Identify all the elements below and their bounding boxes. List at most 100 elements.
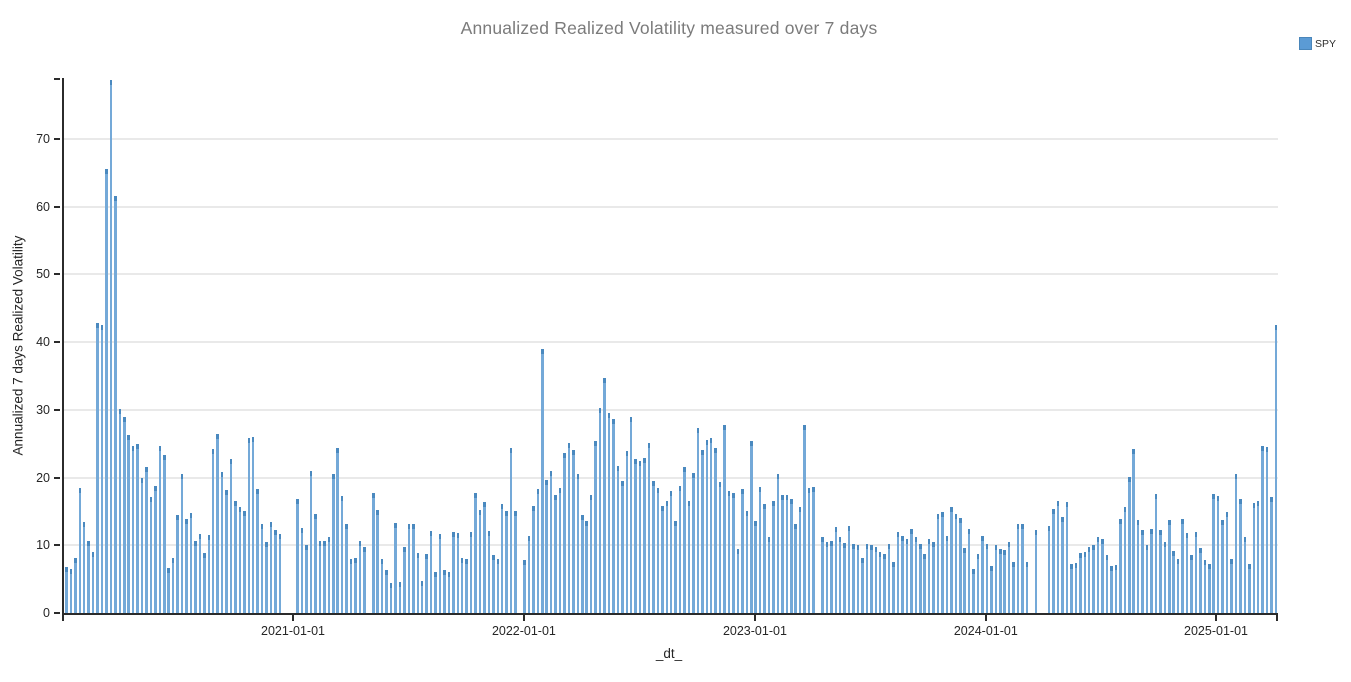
bar xyxy=(794,523,797,613)
bar xyxy=(603,378,606,613)
bar xyxy=(478,510,482,613)
bar xyxy=(385,569,388,613)
bar xyxy=(625,451,628,613)
bar xyxy=(109,80,113,613)
bar xyxy=(1221,519,1224,613)
bar xyxy=(612,418,615,613)
bar xyxy=(701,449,704,613)
bar xyxy=(914,536,918,613)
bar xyxy=(665,500,669,613)
bar xyxy=(1061,516,1064,613)
bar xyxy=(558,487,562,613)
bar xyxy=(669,491,673,613)
bar xyxy=(1265,447,1269,613)
bar xyxy=(767,536,771,613)
bar xyxy=(541,348,544,613)
bar xyxy=(443,570,446,613)
bar xyxy=(1141,530,1144,613)
bar xyxy=(616,466,620,613)
bar xyxy=(500,504,504,613)
bar xyxy=(905,538,909,613)
bar xyxy=(776,473,780,613)
bar xyxy=(798,506,802,613)
bar xyxy=(536,489,540,613)
bar xyxy=(1239,499,1242,613)
y-tick-label: 30 xyxy=(36,402,50,417)
legend: SPY xyxy=(1299,37,1336,50)
bar xyxy=(185,518,188,613)
bar xyxy=(483,501,486,613)
bar xyxy=(1270,497,1273,613)
y-tick-mark xyxy=(54,137,60,140)
bar xyxy=(1261,446,1264,613)
bar xyxy=(1034,530,1038,613)
bar xyxy=(403,547,406,613)
legend-label: SPY xyxy=(1315,37,1337,50)
bar xyxy=(878,552,882,613)
bar xyxy=(589,494,593,613)
bar xyxy=(247,437,251,613)
bar xyxy=(358,540,362,613)
bar xyxy=(1274,324,1278,613)
bar xyxy=(678,485,682,613)
bar xyxy=(505,511,508,613)
bar xyxy=(314,514,317,613)
bar xyxy=(514,511,517,613)
bar xyxy=(643,457,646,613)
bar xyxy=(1145,544,1149,613)
bar xyxy=(216,434,219,613)
bar xyxy=(376,510,379,613)
bar xyxy=(563,453,566,613)
bar xyxy=(1181,518,1184,613)
bar xyxy=(1087,547,1091,613)
bar xyxy=(1190,555,1193,613)
bar xyxy=(736,548,740,613)
bar xyxy=(167,567,170,613)
bar xyxy=(901,535,904,613)
bar xyxy=(967,529,971,613)
bar xyxy=(843,542,846,613)
bar xyxy=(1007,541,1011,613)
bar xyxy=(936,514,940,613)
bar xyxy=(874,547,878,613)
bar xyxy=(234,500,237,613)
bar xyxy=(532,506,535,613)
bar xyxy=(1065,501,1069,613)
bar xyxy=(354,557,357,613)
y-tick-mark xyxy=(54,273,60,276)
bar xyxy=(745,510,749,613)
bar xyxy=(1003,550,1006,613)
gridline xyxy=(64,273,1278,276)
bar xyxy=(305,544,308,613)
bar xyxy=(211,449,215,613)
bar xyxy=(994,544,998,613)
bar xyxy=(296,498,299,613)
legend-swatch-icon xyxy=(1299,37,1312,50)
bar xyxy=(1256,500,1260,613)
x-tick-label: 2021-01-01 xyxy=(261,624,325,638)
bar xyxy=(1163,541,1167,613)
bar xyxy=(251,436,255,613)
bar xyxy=(825,541,829,613)
bar xyxy=(269,522,273,613)
bar xyxy=(123,416,126,613)
bar xyxy=(1123,506,1127,613)
bar xyxy=(963,548,966,613)
bar xyxy=(69,569,73,613)
y-tick-mark xyxy=(54,205,60,208)
bar xyxy=(1025,562,1029,613)
bar xyxy=(1154,493,1158,613)
gridline xyxy=(64,341,1278,344)
bar xyxy=(1234,473,1238,613)
bar xyxy=(1119,518,1122,613)
bar xyxy=(407,524,411,613)
bar xyxy=(309,470,313,613)
bar xyxy=(683,467,686,613)
y-tick-mark xyxy=(54,341,60,344)
x-tick-mark xyxy=(753,615,756,621)
gridline xyxy=(64,205,1278,208)
y-tick-mark xyxy=(54,408,60,411)
bar xyxy=(523,560,526,613)
x-tick-label: 2025-01-01 xyxy=(1184,624,1248,638)
